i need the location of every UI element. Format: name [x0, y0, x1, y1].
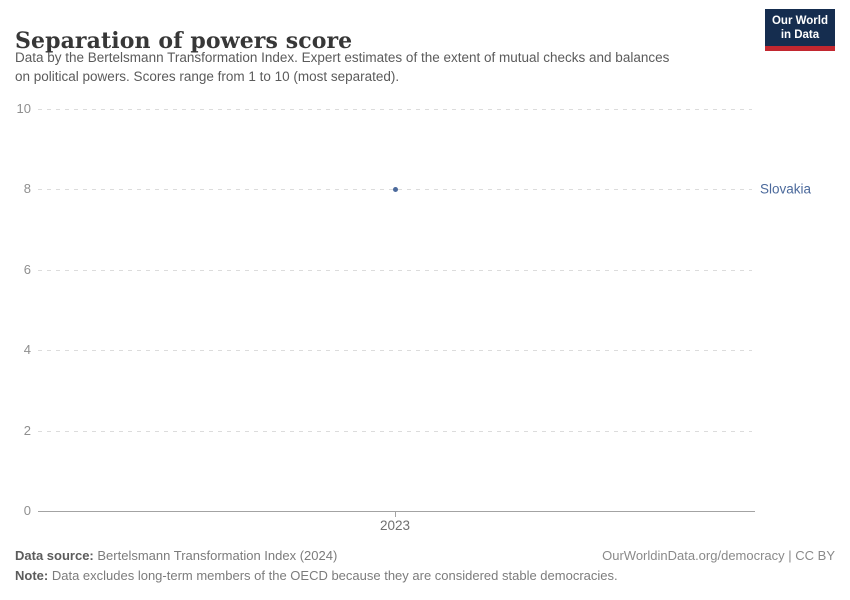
chart-footer: Data source: Bertelsmann Transformation …: [15, 548, 835, 563]
owid-credit-link: OurWorldinData.org/democracy | CC BY: [602, 548, 835, 563]
gridline-y4: [38, 350, 752, 352]
owid-logo-line1: Our World: [771, 15, 828, 27]
gridline-y2: [38, 430, 752, 432]
chart-subtitle-line2: on political powers. Scores range from 1…: [15, 68, 400, 84]
data-source: Data source: Bertelsmann Transformation …: [15, 548, 337, 563]
data-source-label: Data source:: [15, 548, 94, 563]
chart-subtitle-line1: Data by the Bertelsmann Transformation I…: [15, 50, 670, 65]
chart-note: Note: Data excludes long-term members of…: [15, 568, 835, 583]
data-point-slovakia: [392, 186, 398, 192]
gridline-y10: [38, 109, 752, 110]
y-tick-label-4: 4: [23, 342, 31, 358]
y-tick-label-2: 2: [23, 422, 31, 438]
gridline-y6: [38, 269, 752, 271]
y-tick-label-8: 8: [23, 181, 31, 197]
chart-title: Separation of powers score: [15, 27, 353, 54]
note-label: Note:: [15, 568, 49, 583]
x-tick-label: 2023: [379, 518, 411, 533]
entity-label-slovakia: Slovakia: [760, 181, 812, 197]
y-tick-label-10: 10: [16, 101, 31, 116]
owid-logo-line2: in Data: [780, 29, 820, 41]
data-source-value: Bertelsmann Transformation Index (2024): [97, 548, 338, 563]
owid-logo: Our World in Data: [764, 9, 835, 51]
chart-subtitle: Data by the Bertelsmann Transformation I…: [15, 49, 669, 86]
y-tick-label-0: 0: [23, 503, 31, 518]
y-tick-label-6: 6: [23, 261, 31, 277]
x-axis-tick: [395, 511, 396, 517]
x-axis-line: [38, 511, 755, 512]
note-value: Data excludes long-term members of the O…: [51, 568, 618, 583]
